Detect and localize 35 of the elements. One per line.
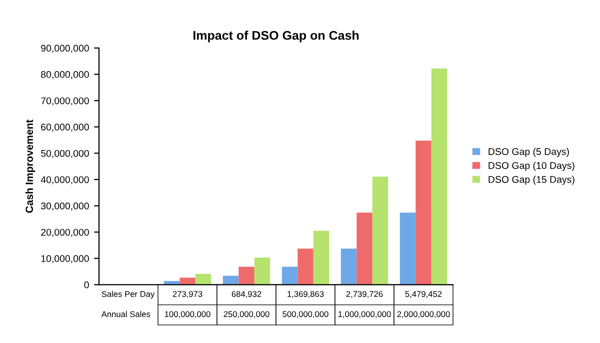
chart-title: Impact of DSO Gap on Cash <box>193 30 359 42</box>
y-tick-label: 10,000,000 <box>41 255 89 264</box>
legend-label: DSO Gap (10 Days) <box>488 162 574 171</box>
bar <box>400 212 416 285</box>
legend-label: DSO Gap (5 Days) <box>488 148 569 157</box>
bar <box>195 274 212 285</box>
bar <box>340 248 357 285</box>
category-label: 1,369,863 500,000,000 <box>282 291 328 318</box>
y-tick-label: 70,000,000 <box>41 97 89 106</box>
y-tick-label: 90,000,000 <box>41 44 89 53</box>
legend-label: DSO Gap (15 Days) <box>488 176 574 185</box>
y-tick-label: 50,000,000 <box>41 150 89 158</box>
bar <box>431 68 448 285</box>
category-label: 5,479,452 2,000,000,000 <box>397 291 450 318</box>
bar <box>416 140 432 285</box>
bar <box>180 278 196 285</box>
y-tick-label: 0 <box>84 281 89 288</box>
bar <box>222 276 239 285</box>
y-tick-label: 20,000,000 <box>41 228 89 237</box>
bar <box>356 212 372 285</box>
category-label: 684,932 250,000,000 <box>224 291 270 318</box>
bar <box>282 266 298 285</box>
category-label: 2,739,726 1,000,000,000 <box>338 291 391 318</box>
y-axis-title: Cash Improvement <box>25 120 36 213</box>
y-tick-label: 40,000,000 <box>40 176 89 184</box>
category-label: 273,973 100,000,000 <box>164 291 210 318</box>
y-tick-label: 60,000,000 <box>41 124 89 132</box>
bar <box>238 266 254 285</box>
bar <box>313 230 330 285</box>
y-tick-label: 80,000,000 <box>41 71 89 80</box>
bar <box>254 258 270 285</box>
y-tick-label: 30,000,000 <box>40 202 89 211</box>
bar <box>372 176 388 285</box>
bar <box>298 248 314 285</box>
category-label: Sales Per Day Annual Sales <box>101 290 155 318</box>
